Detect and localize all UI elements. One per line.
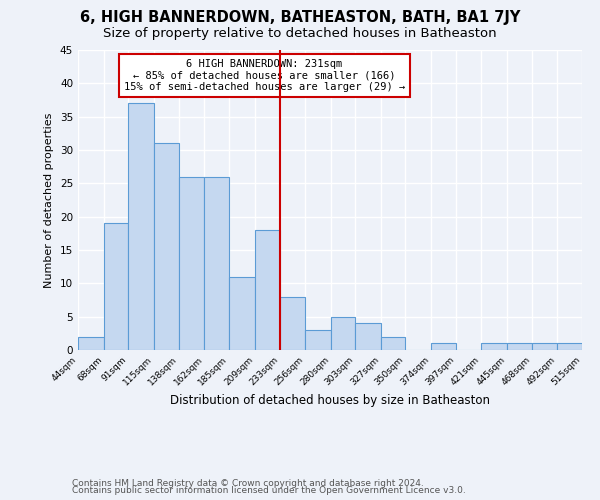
Text: Contains public sector information licensed under the Open Government Licence v3: Contains public sector information licen… xyxy=(72,486,466,495)
Bar xyxy=(305,330,331,350)
Bar xyxy=(280,296,305,350)
Text: 6 HIGH BANNERDOWN: 231sqm
← 85% of detached houses are smaller (166)
15% of semi: 6 HIGH BANNERDOWN: 231sqm ← 85% of detac… xyxy=(124,59,405,92)
Bar xyxy=(128,104,154,350)
Bar xyxy=(355,324,381,350)
Bar xyxy=(229,276,254,350)
Bar xyxy=(154,144,179,350)
Bar xyxy=(507,344,532,350)
Bar xyxy=(78,336,104,350)
Bar xyxy=(254,230,280,350)
Bar xyxy=(532,344,557,350)
Bar xyxy=(331,316,355,350)
Text: 6, HIGH BANNERDOWN, BATHEASTON, BATH, BA1 7JY: 6, HIGH BANNERDOWN, BATHEASTON, BATH, BA… xyxy=(80,10,520,25)
Text: Size of property relative to detached houses in Batheaston: Size of property relative to detached ho… xyxy=(103,28,497,40)
X-axis label: Distribution of detached houses by size in Batheaston: Distribution of detached houses by size … xyxy=(170,394,490,407)
Bar xyxy=(104,224,128,350)
Y-axis label: Number of detached properties: Number of detached properties xyxy=(44,112,55,288)
Bar xyxy=(481,344,507,350)
Bar xyxy=(179,176,204,350)
Bar xyxy=(431,344,456,350)
Bar xyxy=(557,344,582,350)
Bar xyxy=(204,176,229,350)
Bar xyxy=(381,336,406,350)
Text: Contains HM Land Registry data © Crown copyright and database right 2024.: Contains HM Land Registry data © Crown c… xyxy=(72,478,424,488)
